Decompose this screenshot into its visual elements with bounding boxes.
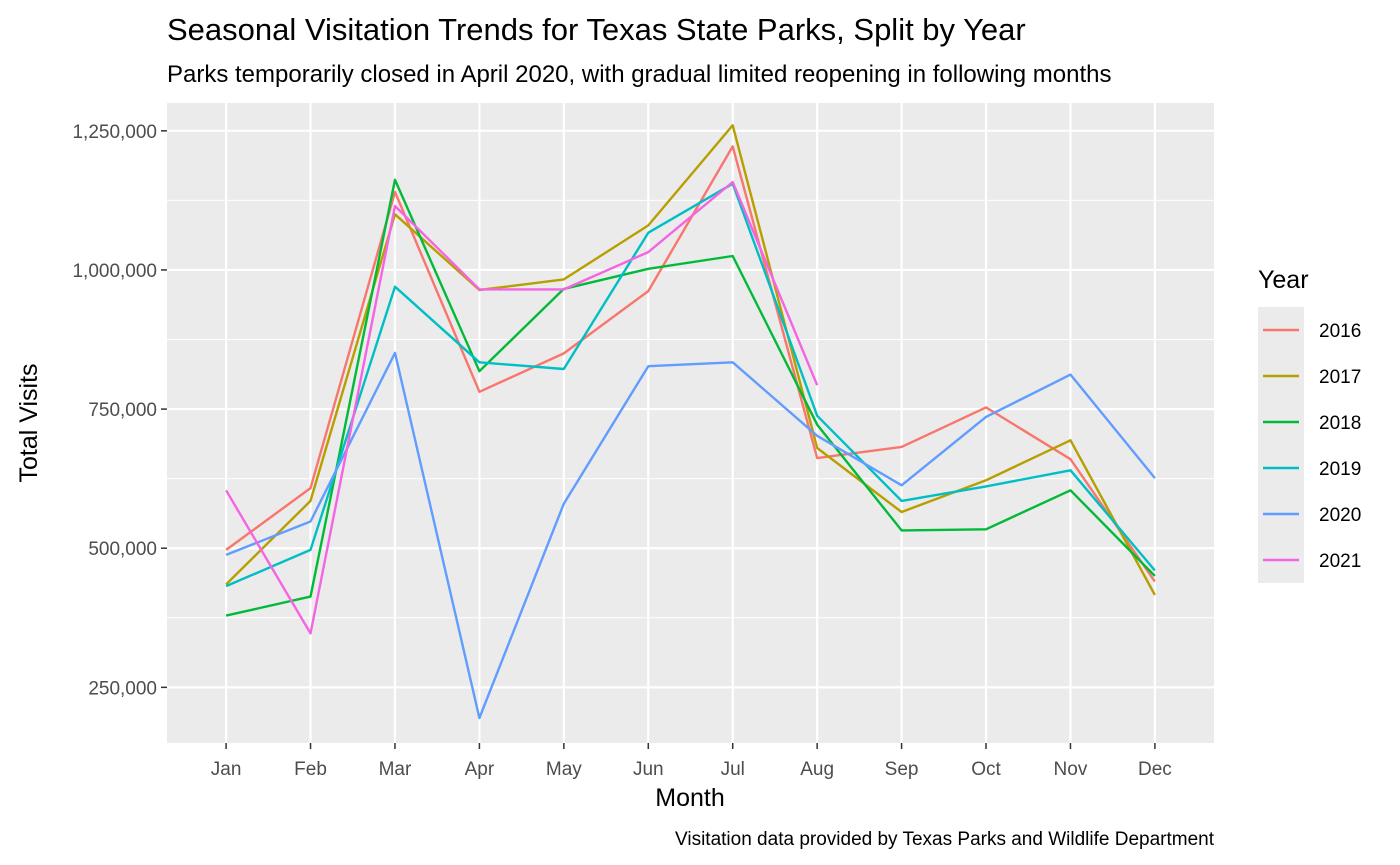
- series-line-2021: [225, 180, 819, 635]
- x-tick-label: Mar: [379, 759, 412, 780]
- series-line-2017: [225, 124, 1156, 596]
- series-lines: [225, 124, 1156, 720]
- x-tick-label: Feb: [294, 759, 327, 780]
- x-tick-label: Apr: [465, 759, 495, 780]
- y-tick-label: 1,000,000: [72, 261, 157, 282]
- legend-label-2018: 2018: [1319, 413, 1361, 434]
- legend-label-2016: 2016: [1319, 321, 1361, 342]
- x-tick-label: Sep: [885, 759, 919, 780]
- legend-title: Year: [1258, 266, 1309, 294]
- x-tick-label: Nov: [1054, 759, 1088, 780]
- legend-label-2019: 2019: [1319, 459, 1361, 480]
- legend-label-2021: 2021: [1319, 551, 1361, 572]
- chart-caption: Visitation data provided by Texas Parks …: [675, 829, 1215, 850]
- x-tick-label: Jan: [211, 759, 242, 780]
- x-tick-label: May: [546, 759, 582, 780]
- y-tick-label: 250,000: [88, 678, 157, 699]
- series-line-2016: [225, 145, 1156, 583]
- series-line-2019: [225, 182, 1156, 588]
- x-axis-title: Month: [655, 784, 724, 812]
- series-line-2018: [225, 178, 1156, 617]
- y-axis-title: Total Visits: [15, 363, 43, 482]
- legend: 2016 2017 2018 2019 2020 2021: [1258, 307, 1361, 583]
- x-axis: Jan Feb Mar Apr May Jun Jul Aug Sep Oct Nov Dec: [211, 743, 1172, 780]
- x-tick-label: Oct: [971, 759, 1001, 780]
- y-tick-label: 500,000: [88, 539, 157, 560]
- legend-key-background: [1258, 307, 1304, 583]
- chart-title: Seasonal Visitation Trends for Texas Sta…: [167, 12, 1026, 47]
- x-tick-label: Aug: [800, 759, 834, 780]
- y-tick-label: 750,000: [88, 400, 157, 421]
- x-tick-label: Dec: [1138, 759, 1172, 780]
- legend-label-2017: 2017: [1319, 367, 1361, 388]
- plot-panel: [167, 103, 1214, 743]
- legend-label-2020: 2020: [1319, 505, 1361, 526]
- y-axis: 250,000 500,000 750,000 1,000,000 1,250,000: [72, 122, 167, 699]
- x-tick-label: Jul: [721, 759, 745, 780]
- series-line-2020: [225, 351, 1156, 720]
- y-tick-label: 1,250,000: [72, 122, 157, 143]
- chart-subtitle: Parks temporarily closed in April 2020, …: [167, 61, 1111, 88]
- x-tick-label: Jun: [633, 759, 664, 780]
